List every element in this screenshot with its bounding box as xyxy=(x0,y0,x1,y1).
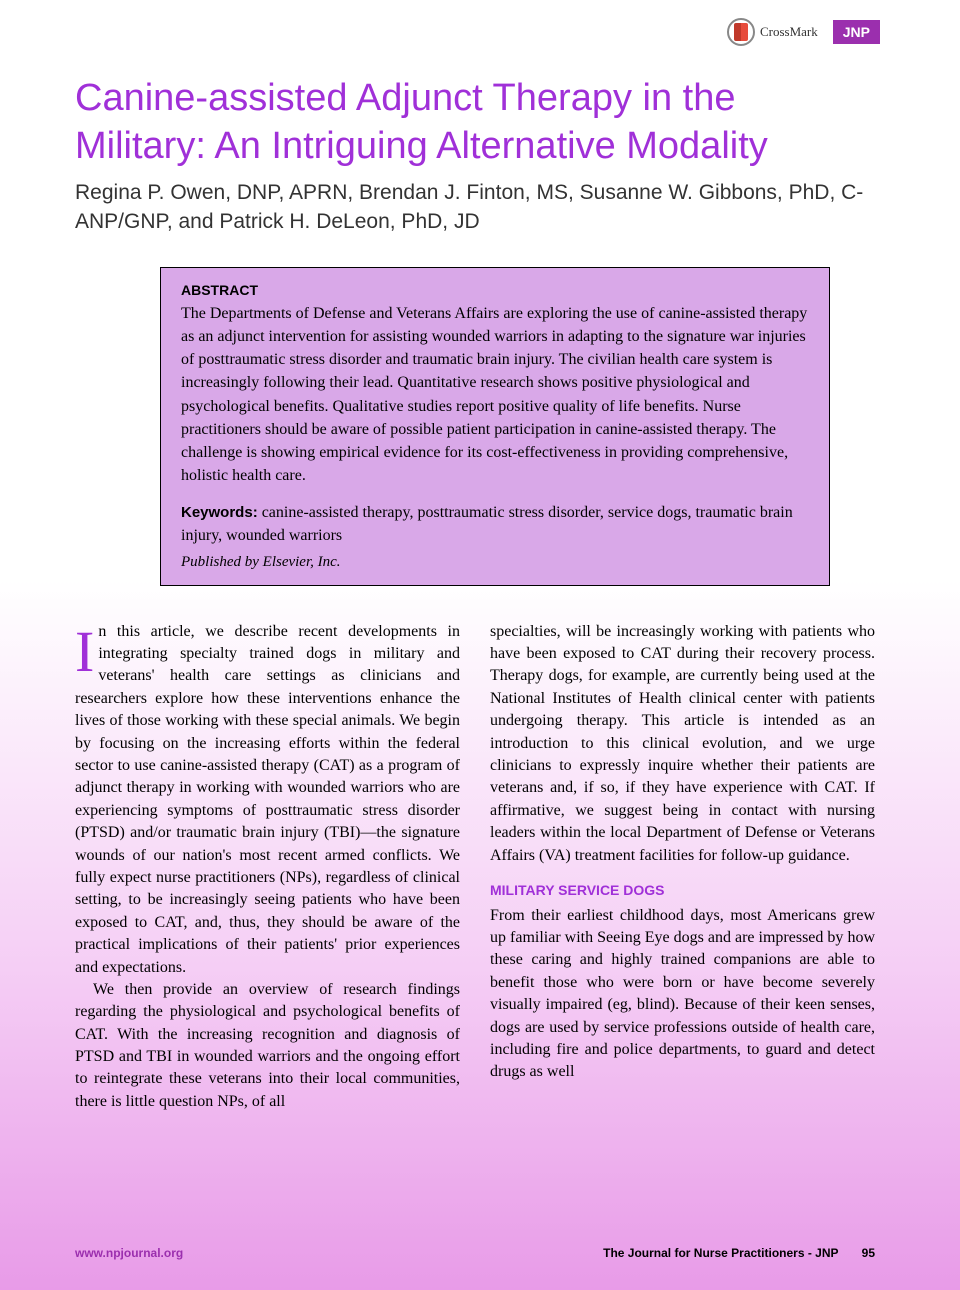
abstract-box: ABSTRACT The Departments of Defense and … xyxy=(160,267,830,586)
keywords-label: Keywords: xyxy=(181,504,258,521)
published-by: Published by Elsevier, Inc. xyxy=(181,554,809,571)
crossmark-icon xyxy=(727,18,755,46)
authors-line: Regina P. Owen, DNP, APRN, Brendan J. Fi… xyxy=(75,178,875,237)
column-left: In this article, we describe recent deve… xyxy=(75,621,460,1114)
body-para-2: We then provide an overview of research … xyxy=(75,979,460,1113)
abstract-text: The Departments of Defense and Veterans … xyxy=(181,302,809,488)
page-content: Canine-assisted Adjunct Therapy in the M… xyxy=(0,0,960,1113)
crossmark-badge[interactable]: CrossMark xyxy=(727,18,818,46)
page-number: 95 xyxy=(862,1246,875,1260)
body-columns: In this article, we describe recent deve… xyxy=(75,621,875,1114)
footer-journal: The Journal for Nurse Practitioners - JN… xyxy=(603,1246,875,1260)
keywords-text: canine-assisted therapy, posttraumatic s… xyxy=(181,504,793,544)
crossmark-label: CrossMark xyxy=(760,24,818,40)
dropcap: I xyxy=(75,621,98,676)
header-badges: CrossMark JNP xyxy=(727,18,880,46)
footer-url[interactable]: www.npjournal.org xyxy=(75,1246,183,1260)
page-footer: www.npjournal.org The Journal for Nurse … xyxy=(75,1246,875,1260)
abstract-heading: ABSTRACT xyxy=(181,282,809,298)
keywords-line: Keywords: canine-assisted therapy, postt… xyxy=(181,501,809,547)
body-para-1: In this article, we describe recent deve… xyxy=(75,621,460,979)
column-right: specialties, will be increasingly workin… xyxy=(490,621,875,1114)
body-para-4: From their earliest childhood days, most… xyxy=(490,905,875,1084)
journal-badge: JNP xyxy=(833,20,880,44)
body-para-3: specialties, will be increasingly workin… xyxy=(490,621,875,867)
footer-journal-name: The Journal for Nurse Practitioners - JN… xyxy=(603,1246,838,1260)
section-heading: MILITARY SERVICE DOGS xyxy=(490,881,875,901)
body-text-1: n this article, we describe recent devel… xyxy=(75,623,460,976)
article-title: Canine-assisted Adjunct Therapy in the M… xyxy=(75,75,875,170)
